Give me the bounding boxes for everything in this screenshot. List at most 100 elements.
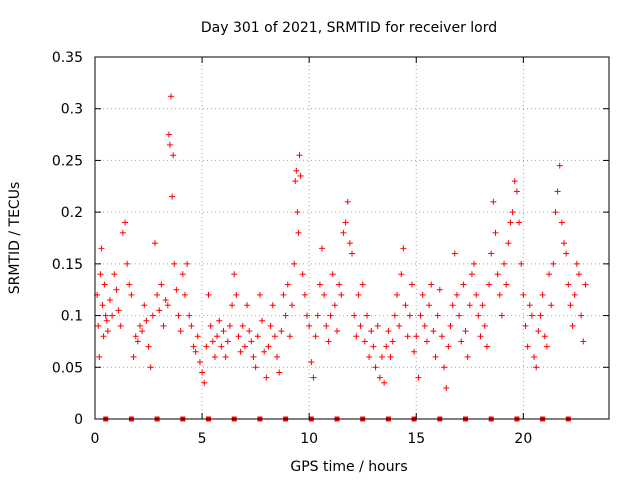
- data-point: [524, 343, 531, 350]
- data-point: [498, 312, 505, 319]
- data-point: [115, 307, 122, 314]
- data-point: [113, 286, 120, 293]
- data-point: [265, 343, 272, 350]
- data-point: [106, 297, 113, 304]
- data-point: [216, 317, 223, 324]
- data-point: [134, 338, 141, 345]
- data-point: [141, 302, 148, 309]
- data-point: [296, 152, 303, 159]
- data-point: [233, 291, 240, 298]
- data-point: [237, 348, 244, 355]
- data-point: [389, 338, 396, 345]
- data-point: [546, 271, 553, 278]
- data-point: [162, 297, 169, 304]
- data-point: [301, 291, 308, 298]
- data-point: [329, 271, 336, 278]
- data-point: [336, 281, 343, 288]
- data-point: [338, 291, 345, 298]
- data-point: [282, 312, 289, 319]
- data-point: [149, 312, 156, 319]
- y-axis-label: SRMTID / TECUs: [7, 182, 23, 295]
- data-point: [460, 281, 467, 288]
- x-tick-label: 0: [91, 431, 100, 447]
- data-point: [346, 240, 353, 247]
- data-point: [308, 359, 315, 366]
- data-point: [199, 369, 206, 376]
- data-point: [147, 364, 154, 371]
- data-point: [241, 343, 248, 350]
- data-point: [419, 291, 426, 298]
- y-tick-label: 0.15: [52, 257, 83, 273]
- y-tick-label: 0: [74, 412, 83, 428]
- data-point: [256, 291, 263, 298]
- y-tick-label: 0.2: [61, 205, 83, 221]
- data-point: [447, 322, 454, 329]
- data-point: [507, 219, 514, 226]
- data-point: [325, 338, 332, 345]
- data-point: [160, 322, 167, 329]
- data-point: [334, 328, 341, 335]
- data-point: [576, 271, 583, 278]
- data-point: [205, 291, 212, 298]
- data-point: [276, 369, 283, 376]
- data-point: [109, 312, 116, 319]
- data-point: [370, 343, 377, 350]
- data-point: [580, 338, 587, 345]
- data-point: [567, 302, 574, 309]
- data-point: [164, 302, 171, 309]
- data-points: [94, 93, 589, 391]
- data-point: [376, 374, 383, 381]
- data-point: [293, 167, 300, 174]
- data-point: [100, 333, 107, 340]
- data-point: [248, 338, 255, 345]
- data-point: [158, 281, 165, 288]
- data-point: [327, 312, 334, 319]
- data-point: [177, 328, 184, 335]
- data-point: [211, 353, 218, 360]
- data-point: [344, 198, 351, 205]
- x-tick-label: 5: [198, 431, 207, 447]
- data-point: [218, 343, 225, 350]
- data-point: [181, 291, 188, 298]
- data-point: [496, 291, 503, 298]
- data-point: [573, 260, 580, 267]
- data-point: [96, 353, 103, 360]
- data-point: [363, 312, 370, 319]
- data-point: [95, 322, 102, 329]
- data-point: [170, 152, 177, 159]
- data-point: [355, 291, 362, 298]
- data-point: [462, 328, 469, 335]
- data-point: [473, 291, 480, 298]
- data-point: [130, 353, 137, 360]
- data-point: [417, 312, 424, 319]
- data-point: [124, 260, 131, 267]
- data-point: [396, 322, 403, 329]
- data-point: [194, 333, 201, 340]
- data-point: [359, 281, 366, 288]
- data-point: [175, 312, 182, 319]
- data-point: [556, 162, 563, 169]
- data-point: [537, 312, 544, 319]
- y-tick-label: 0.25: [52, 153, 83, 169]
- data-point: [357, 322, 364, 329]
- data-point: [445, 343, 452, 350]
- data-point: [280, 291, 287, 298]
- data-point: [366, 353, 373, 360]
- data-point: [393, 291, 400, 298]
- data-point: [306, 322, 313, 329]
- data-point: [103, 317, 110, 324]
- data-point: [250, 353, 257, 360]
- data-point: [383, 343, 390, 350]
- data-point: [269, 302, 276, 309]
- data-point: [531, 353, 538, 360]
- data-point: [402, 302, 409, 309]
- data-point: [186, 312, 193, 319]
- data-point: [101, 281, 108, 288]
- data-point: [381, 379, 388, 386]
- data-point: [509, 209, 516, 216]
- y-tick-label: 0.1: [61, 309, 83, 325]
- data-point: [319, 245, 326, 252]
- data-point: [235, 333, 242, 340]
- data-point: [535, 328, 542, 335]
- data-point: [488, 250, 495, 257]
